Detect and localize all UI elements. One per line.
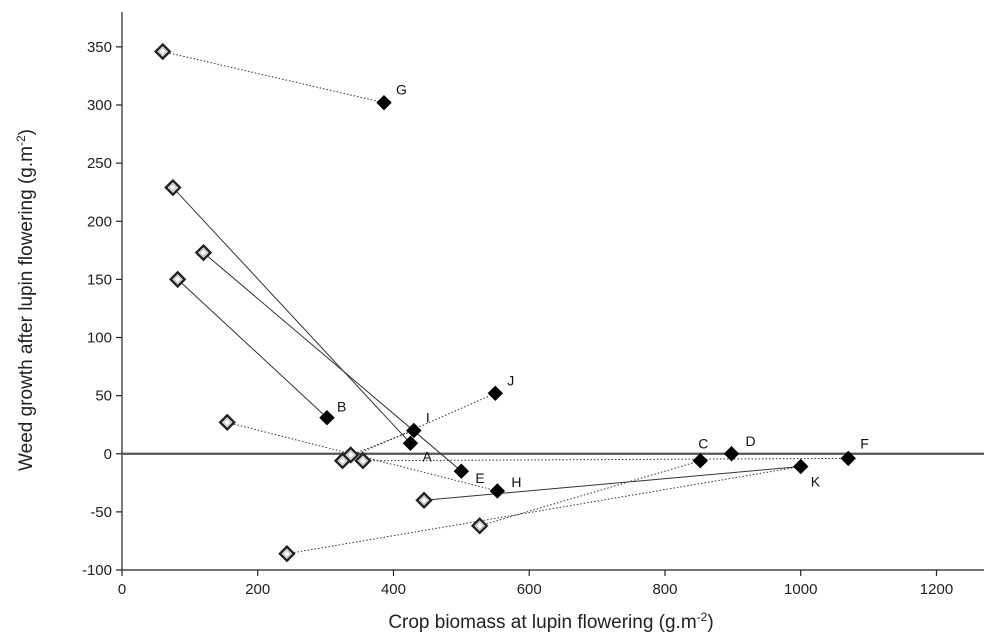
filled-diamond-point [840, 450, 856, 467]
filled-diamond-point [723, 446, 740, 462]
y-tick-label: 250 [87, 155, 112, 172]
y-tick-label: 350 [87, 39, 112, 56]
connector-line [227, 421, 498, 492]
open-diamond-point [470, 517, 489, 535]
open-diamond-inner [158, 47, 168, 56]
connector-line [203, 252, 462, 472]
x-tick-label: 600 [517, 581, 542, 598]
x-tick-label: 800 [652, 581, 677, 598]
y-axis-title: Weed growth after lupin flowering (g.m-2… [14, 129, 37, 471]
point-label-b: B [337, 399, 346, 415]
point-label-j: J [507, 372, 514, 388]
x-tick-label: 1000 [784, 581, 817, 598]
y-tick-label: 300 [87, 97, 112, 114]
y-axis-title-close: ) [16, 129, 37, 135]
x-axis-title-sup: -2 [697, 610, 708, 624]
point-label-g: G [396, 82, 407, 98]
point-label-f: F [860, 435, 869, 451]
x-tick-label: 1200 [920, 581, 953, 598]
connector-line [286, 466, 801, 555]
point-label-k: K [811, 474, 821, 490]
x-axis-title-close: ) [707, 612, 713, 633]
open-diamond-point [164, 178, 182, 197]
x-axis-title-text: Crop biomass at lupin flowering (g.m [388, 612, 696, 633]
open-diamond-inner [346, 450, 356, 460]
open-diamond-point [194, 243, 213, 262]
open-diamond-inner [475, 521, 485, 531]
filled-diamond-point [692, 453, 708, 469]
connector-line [350, 430, 415, 456]
open-diamond-inner [338, 456, 347, 466]
filled-diamond-point [793, 458, 809, 475]
x-axis-title: Crop biomass at lupin flowering (g.m-2) [388, 610, 713, 633]
point-label-h: H [511, 474, 521, 490]
connector-line [342, 392, 496, 462]
point-label-d: D [746, 433, 756, 449]
y-tick-label: 150 [87, 271, 112, 288]
y-tick-label: 50 [95, 388, 112, 405]
filled-diamond-point [487, 385, 504, 402]
open-diamond-inner [199, 248, 208, 258]
y-tick-label: -50 [90, 504, 112, 521]
open-diamond-inner [419, 495, 429, 505]
filled-diamond-point [453, 463, 470, 479]
point-label-i: I [426, 410, 430, 426]
connector-line [423, 466, 801, 501]
filled-diamond-point [319, 410, 335, 426]
x-tick-label: 200 [245, 581, 270, 598]
y-tick-label: -100 [82, 562, 112, 579]
open-diamond-point [415, 491, 433, 509]
y-tick-label: 200 [87, 213, 112, 230]
connector-line [362, 457, 849, 462]
open-diamond-point [354, 452, 372, 470]
open-diamond-point [154, 42, 172, 61]
connector-line [172, 187, 411, 444]
open-diamond-inner [358, 456, 368, 466]
connector-line [177, 279, 328, 419]
open-diamond-point [218, 413, 236, 432]
open-diamond-point [342, 446, 360, 464]
open-diamond-point [168, 270, 187, 289]
open-diamond-inner [173, 275, 183, 284]
filled-diamond-point [489, 483, 506, 499]
open-diamond-inner [282, 549, 292, 559]
point-label-a: A [422, 448, 432, 464]
point-label-e: E [475, 470, 484, 486]
connector-line [162, 51, 385, 104]
x-tick-label: 400 [381, 581, 406, 598]
open-diamond-point [278, 545, 296, 563]
connector-line [479, 460, 701, 527]
filled-diamond-point [406, 422, 422, 439]
y-axis-title-sup: -2 [14, 135, 28, 146]
filled-diamond-point [376, 94, 392, 111]
y-axis-title-text: Weed growth after lupin flowering (g.m [16, 146, 37, 471]
filled-diamond-point [402, 435, 419, 451]
open-diamond-inner [168, 183, 178, 192]
y-tick-label: 100 [87, 330, 112, 347]
open-diamond-inner [222, 417, 232, 427]
x-tick-label: 0 [118, 581, 126, 598]
y-tick-label: 0 [104, 446, 112, 463]
plot-area: -100 -50 0 50 100 150 200 250 300 350 0 200 400 600 80… [82, 12, 984, 598]
point-label-c: C [698, 436, 708, 452]
